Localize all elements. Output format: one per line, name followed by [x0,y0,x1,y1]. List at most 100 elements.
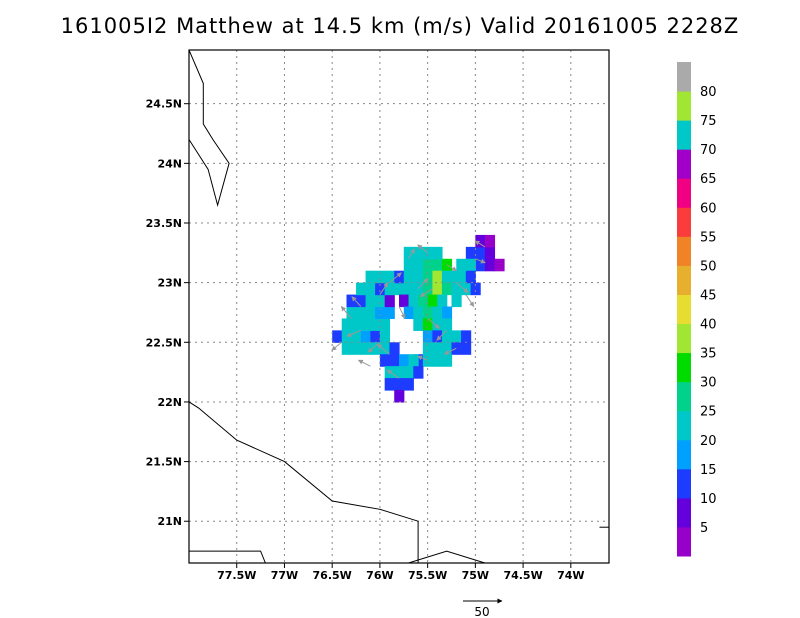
wind-vector [351,296,362,307]
wind-cell [346,306,357,320]
wind-vector [377,343,390,355]
wind-cell [360,342,371,355]
colorbar-label: 70 [700,143,717,158]
wind-cell [365,282,376,296]
plot-frame [188,49,610,564]
wind-vector [379,282,389,295]
wind-cell [418,294,429,308]
wind-cell [484,234,496,248]
lat-tick-label: 24.5N [146,98,182,111]
wind-cell [351,318,362,331]
wind-cell [370,330,381,343]
wind-vector [443,347,457,355]
wind-cell [441,270,453,284]
wind-cell [403,306,414,320]
wind-vector [389,272,402,284]
wind-cell [451,270,462,284]
colorbar-swatch [677,91,691,121]
wind-cell [451,294,462,308]
wind-cell [384,282,395,296]
wind-cell [465,270,476,284]
wind-cell [384,306,395,320]
colorbar-swatch [677,468,691,499]
colorbar-label: 20 [700,434,717,449]
wind-cell [441,318,453,331]
wind-cell [413,270,424,284]
colorbar-label: 50 [700,259,717,274]
lon-tick-label: 77.5W [217,569,256,582]
wind-cell [432,318,443,331]
wind-cell [475,234,486,248]
wind-vector [465,294,475,307]
colorbar-label: 25 [700,405,717,420]
colorbar-swatch [677,323,691,354]
wind-cell [422,282,434,296]
colorbar-swatch [677,236,691,266]
coastline [189,550,266,563]
colorbar-swatch [677,439,691,470]
wind-cell [422,270,434,284]
wind-cell [470,282,481,296]
wind-cell [332,330,343,343]
colorbar-swatch [677,497,691,528]
wind-cell [432,282,443,296]
lat-tick-label: 21N [157,515,182,528]
wind-vector [427,318,441,329]
wind-cell [451,282,462,296]
wind-cell [408,294,419,308]
wind-vector [475,258,486,264]
colorbar-label: 55 [700,230,717,245]
wind-cell [422,354,434,367]
wind-cell [422,258,434,272]
wind-cell [365,306,376,320]
wind-cell [461,330,472,343]
colorbar-swatch [677,410,691,441]
wind-cell [413,258,424,272]
colorbar-label: 60 [700,201,717,216]
wind-cell [432,354,443,367]
wind-vector [417,355,428,361]
colorbar-label: 15 [700,463,717,478]
wind-cell [465,246,476,260]
wind-cell [403,282,414,296]
wind-cell [379,330,391,343]
colorbar-swatch [677,120,691,150]
wind-cell [365,294,376,308]
wind-cell [351,330,362,343]
lon-tick-label: 75.5W [408,569,447,582]
wind-cell [394,282,405,296]
lon-tick-label: 75W [462,569,489,582]
map-title: 161005I2 Matthew at 14.5 km (m/s) Valid … [60,14,740,38]
wind-cell [403,246,414,260]
wind-cell [379,342,391,355]
wind-vector [386,369,400,379]
wind-cell [413,366,424,379]
wind-cell [408,354,419,367]
wind-cell [422,330,434,343]
coastline [408,550,486,563]
wind-cell [394,390,405,403]
wind-cell [432,258,443,272]
wind-cell [384,378,395,391]
wind-cell [456,258,467,272]
wind-vector [346,329,362,337]
wind-cell [422,246,434,260]
wind-cell [461,342,472,355]
wind-cell [379,318,391,331]
wind-vector [417,278,429,289]
lat-tick-label: 21.5N [146,456,182,469]
wind-cell [375,306,386,320]
colorbar-swatch [677,207,691,237]
wind-cell [422,306,434,320]
colorbar-swatch [677,381,691,412]
wind-cell [341,330,352,343]
colorbar-label: 35 [700,347,717,362]
wind-cell [484,246,496,260]
wind-cell [413,318,424,331]
wind-cell [475,246,486,260]
wind-vector [446,264,458,272]
wind-cell [389,354,400,367]
wind-cell [365,270,376,284]
coastline [189,50,230,208]
